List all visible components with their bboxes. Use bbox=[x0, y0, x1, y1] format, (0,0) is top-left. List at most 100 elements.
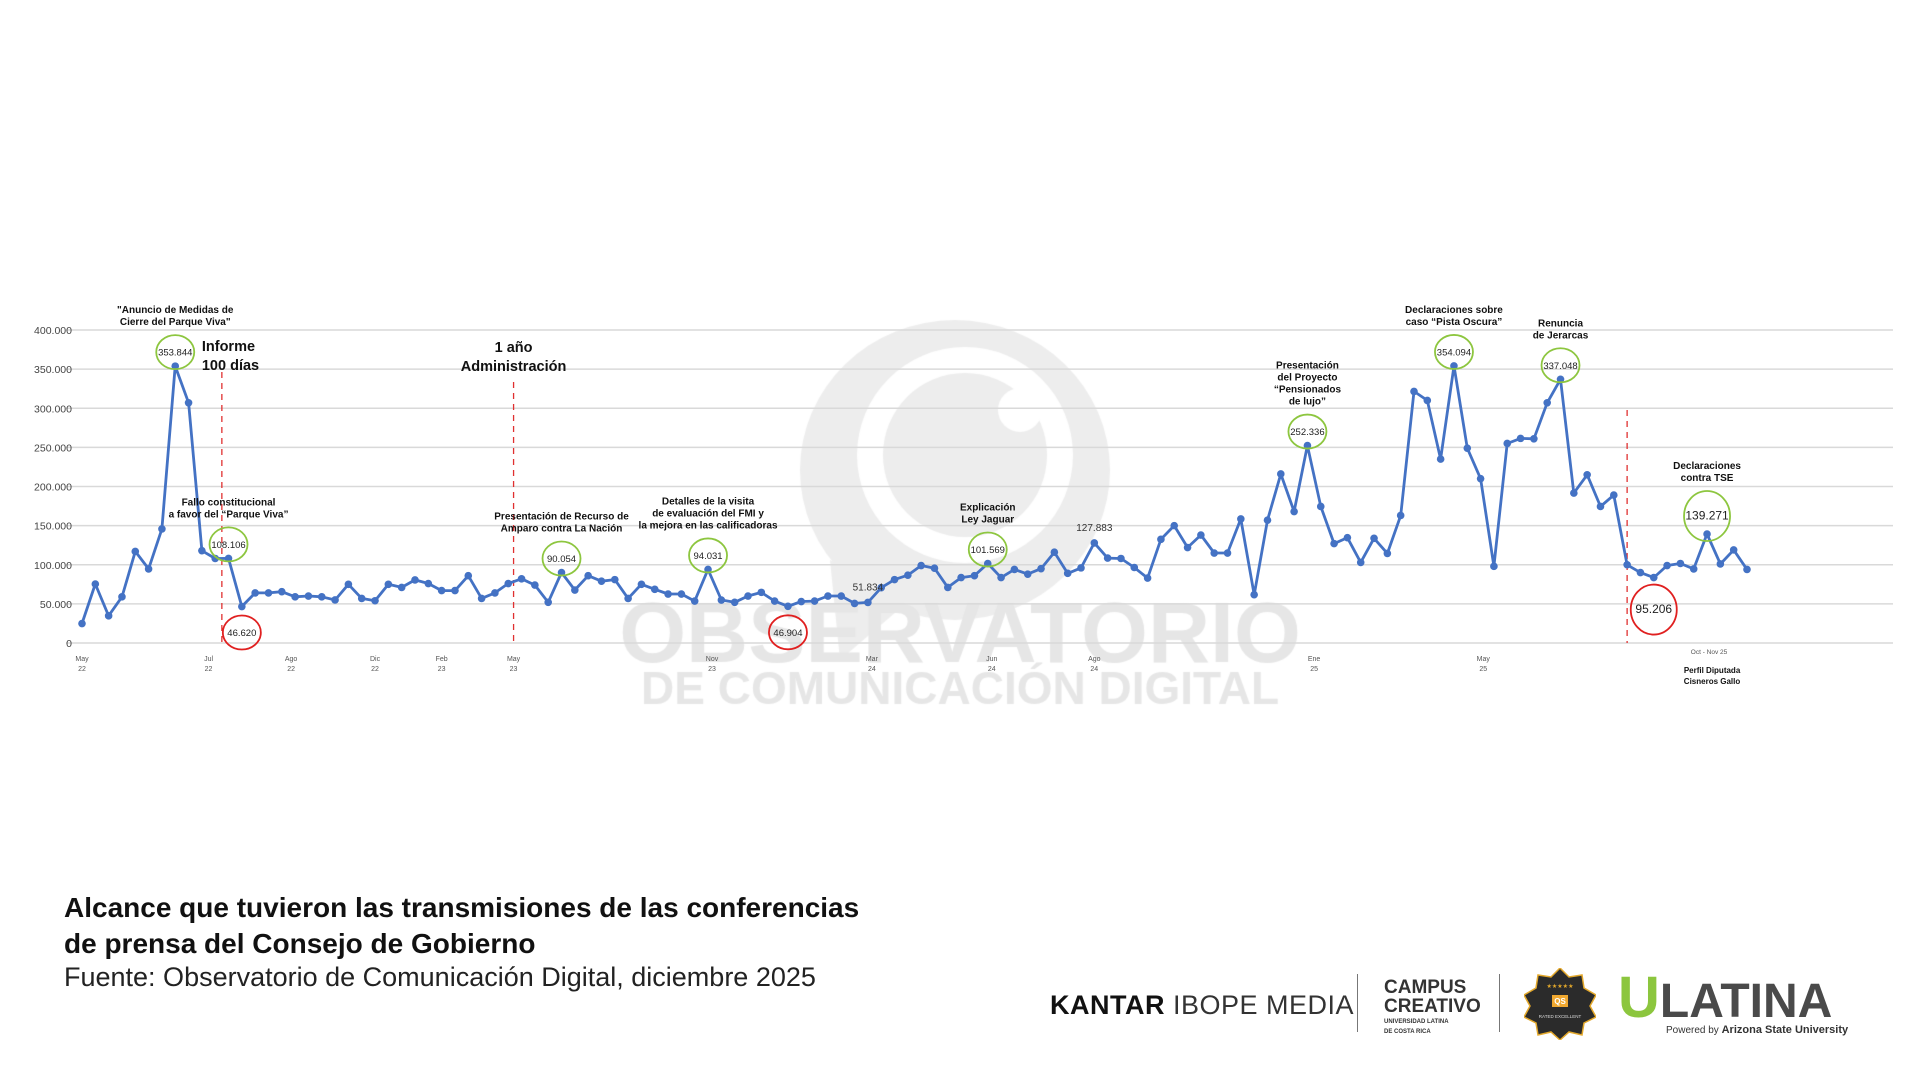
data-point bbox=[144, 565, 153, 573]
milestone-label: Informe bbox=[202, 339, 255, 355]
logo-divider bbox=[1499, 974, 1500, 1032]
x-tick-month: Ago bbox=[1088, 656, 1101, 663]
data-point bbox=[571, 586, 579, 594]
y-tick-label: 50.000 bbox=[40, 599, 72, 611]
y-tick-label: 200.000 bbox=[34, 482, 72, 494]
chart-title-line1: Alcance que tuvieron las transmisiones d… bbox=[64, 892, 860, 923]
footnote-line: Cisneros Gallo bbox=[1684, 677, 1741, 686]
peak-value-circle bbox=[541, 540, 582, 577]
value-label: 337.048 bbox=[1543, 361, 1577, 372]
data-point bbox=[118, 593, 126, 601]
data-point bbox=[1649, 573, 1658, 582]
data-point bbox=[1530, 434, 1538, 443]
data-point bbox=[1689, 565, 1698, 573]
data-point bbox=[650, 585, 659, 594]
peak-value-circle bbox=[1287, 413, 1328, 450]
data-point bbox=[451, 586, 459, 595]
data-point bbox=[1197, 531, 1205, 539]
data-point bbox=[597, 577, 606, 585]
data-point bbox=[251, 589, 259, 597]
data-point bbox=[317, 593, 326, 601]
milestone-lines: Informe 100 días 1 año Administración bbox=[202, 339, 1628, 643]
event-annotation-line: Presentación de Recurso de bbox=[494, 512, 629, 523]
data-point bbox=[1610, 491, 1618, 499]
low-value-circle bbox=[768, 614, 808, 651]
x-tick-month: Jul bbox=[204, 656, 213, 663]
value-label: 252.336 bbox=[1290, 427, 1324, 438]
x-tick-year: 24 bbox=[1090, 666, 1098, 673]
data-point bbox=[1396, 511, 1405, 520]
x-tick-month: Ene bbox=[1308, 656, 1321, 663]
data-point bbox=[1170, 521, 1179, 530]
data-point bbox=[1330, 539, 1338, 548]
data-point bbox=[371, 596, 379, 605]
svg-text:QS: QS bbox=[1554, 997, 1566, 1006]
x-tick-year: 24 bbox=[988, 666, 996, 673]
data-point bbox=[757, 588, 766, 597]
data-point bbox=[1010, 565, 1019, 574]
milestone-label: 100 días bbox=[202, 358, 259, 374]
data-point bbox=[278, 587, 286, 596]
value-label: 94.031 bbox=[694, 551, 723, 562]
data-point bbox=[1716, 560, 1725, 568]
data-point bbox=[491, 589, 499, 597]
data-point bbox=[291, 593, 299, 601]
data-point bbox=[1250, 590, 1258, 599]
chart-title-line2: de prensa del Consejo de Gobierno bbox=[64, 928, 536, 959]
x-tick-month: Dic bbox=[370, 656, 381, 663]
value-label: 127.883 bbox=[1076, 523, 1113, 534]
y-tick-label: 350.000 bbox=[34, 364, 72, 376]
x-tick-month: Mar bbox=[866, 656, 879, 663]
chart-source: Fuente: Observatorio de Comunicación Dig… bbox=[64, 962, 816, 992]
data-point bbox=[690, 597, 699, 605]
data-point bbox=[1290, 507, 1298, 516]
data-point bbox=[1303, 441, 1312, 450]
event-annotation-line: la mejora en las calificadoras bbox=[639, 520, 778, 531]
data-point bbox=[1623, 560, 1631, 569]
x-tick-year: 25 bbox=[1479, 666, 1487, 673]
campus-creativo-logo: CAMPUS CREATIVO UNIVERSIDAD LATINA DE CO… bbox=[1384, 977, 1481, 1035]
sponsor-logos: KANTAR IBOPE MEDIA CAMPUS CREATIVO UNIVE… bbox=[1050, 968, 1880, 1048]
data-point bbox=[730, 598, 739, 607]
data-point bbox=[1663, 561, 1671, 570]
data-point bbox=[1277, 470, 1285, 478]
value-label: 139.271 bbox=[1685, 509, 1729, 523]
data-point bbox=[544, 598, 552, 607]
peak-value-circle bbox=[1683, 490, 1731, 542]
data-point bbox=[1117, 554, 1125, 563]
data-point bbox=[104, 612, 113, 620]
data-point bbox=[997, 573, 1005, 582]
data-point bbox=[1596, 502, 1605, 511]
data-point bbox=[1503, 439, 1512, 448]
y-tick-label: 300.000 bbox=[34, 403, 72, 415]
event-annotation-line: del Proyecto bbox=[1277, 373, 1337, 384]
y-tick-label: 400.000 bbox=[34, 325, 72, 337]
data-point bbox=[1743, 565, 1751, 574]
footnote-line: Perfil Diputada bbox=[1684, 666, 1741, 675]
value-label: 46.620 bbox=[227, 628, 256, 639]
data-point bbox=[91, 580, 100, 588]
value-label: 46.904 bbox=[773, 628, 802, 639]
x-tick-year: 23 bbox=[510, 666, 518, 673]
x-tick-year: 23 bbox=[438, 666, 446, 673]
event-annotation-line: Declaraciones bbox=[1673, 461, 1741, 472]
data-point bbox=[877, 583, 885, 592]
data-point bbox=[1636, 568, 1645, 577]
x-tick-month: Jun bbox=[986, 656, 997, 663]
data-point bbox=[1543, 398, 1551, 407]
x-tick-month: May bbox=[1477, 656, 1491, 663]
data-point bbox=[1103, 554, 1112, 562]
event-annotation-line: Detalles de la visita bbox=[662, 496, 755, 507]
ulatina-logo: ULATINA Powered by Arizona State Univers… bbox=[1618, 965, 1849, 1037]
data-point bbox=[850, 599, 859, 608]
event-annotation-line: Ley Jaguar bbox=[961, 515, 1014, 526]
x-tick-year: 22 bbox=[78, 666, 86, 673]
data-point bbox=[624, 594, 632, 603]
data-point bbox=[1316, 502, 1325, 511]
event-annotation-line: Declaraciones sobre bbox=[1405, 305, 1503, 316]
logo-divider bbox=[1357, 974, 1358, 1032]
event-annotation-line: de evaluación del FMI y bbox=[652, 508, 764, 519]
series-points bbox=[78, 362, 1751, 628]
data-point bbox=[1037, 564, 1045, 573]
